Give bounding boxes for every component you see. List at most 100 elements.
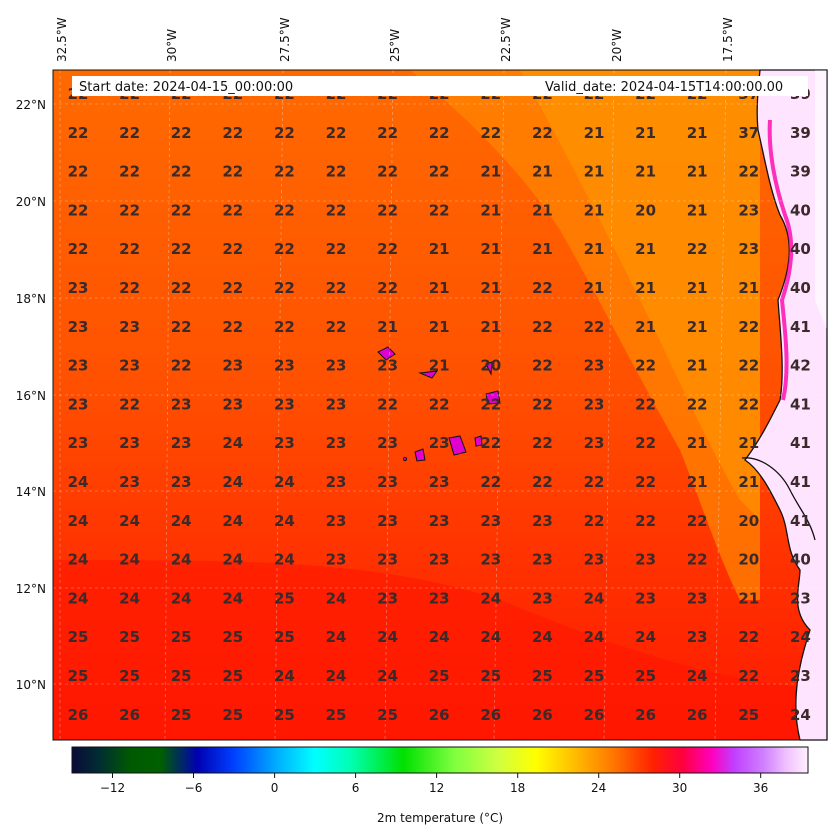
- grid-value: 22: [171, 124, 192, 142]
- grid-value: 21: [738, 279, 759, 297]
- grid-value: 23: [635, 551, 656, 569]
- grid-value: 22: [326, 124, 347, 142]
- grid-value: 22: [377, 279, 398, 297]
- grid-value: 21: [635, 124, 656, 142]
- grid-value: 24: [68, 473, 89, 491]
- lat-label: 22°N: [16, 98, 46, 112]
- colorbar-title: 2m temperature (°C): [377, 811, 503, 825]
- grid-value: 23: [790, 667, 811, 685]
- grid-value: 21: [480, 163, 501, 181]
- grid-value: 23: [222, 395, 243, 413]
- grid-value: 21: [429, 279, 450, 297]
- grid-value: 23: [429, 551, 450, 569]
- grid-value: 23: [429, 512, 450, 530]
- grid-value: 22: [429, 163, 450, 181]
- grid-value: 22: [119, 124, 140, 142]
- grid-value: 22: [635, 357, 656, 375]
- grid-value: 22: [532, 395, 553, 413]
- grid-value: 22: [532, 318, 553, 336]
- grid-value: 24: [222, 434, 243, 452]
- grid-value: 21: [635, 318, 656, 336]
- lat-label: 14°N: [16, 485, 46, 499]
- colorbar-tick-label: −6: [185, 781, 203, 795]
- grid-value: 21: [687, 163, 708, 181]
- grid-value: 22: [171, 279, 192, 297]
- grid-value: 22: [274, 124, 295, 142]
- colorbar-tick-label: 18: [510, 781, 525, 795]
- grid-value: 21: [532, 201, 553, 219]
- grid-value: 22: [532, 473, 553, 491]
- lon-label: 27.5°W: [278, 17, 292, 62]
- grid-value: 40: [790, 201, 811, 219]
- grid-value: 25: [377, 706, 398, 724]
- grid-value: 26: [119, 706, 140, 724]
- longitude-labels: 32.5°W 30°W 27.5°W 25°W 22.5°W 20°W 17.5…: [55, 17, 735, 62]
- grid-value: 24: [584, 628, 605, 646]
- grid-value: 22: [274, 201, 295, 219]
- colorbar-tick-label: 30: [672, 781, 687, 795]
- lon-label: 17.5°W: [721, 17, 735, 62]
- grid-value: 24: [119, 512, 140, 530]
- warm-southern-band: [53, 560, 827, 740]
- latitude-labels: 22°N 20°N 18°N 16°N 14°N 12°N 10°N: [16, 98, 46, 692]
- grid-value: 24: [326, 589, 347, 607]
- grid-value: 23: [222, 357, 243, 375]
- grid-value: 21: [584, 279, 605, 297]
- grid-value: 23: [119, 473, 140, 491]
- grid-value: 41: [790, 434, 811, 452]
- lon-label: 32.5°W: [55, 17, 69, 62]
- grid-value: 41: [790, 395, 811, 413]
- grid-value: 25: [480, 667, 501, 685]
- grid-value: 25: [532, 667, 553, 685]
- grid-value: 24: [274, 473, 295, 491]
- lat-label: 20°N: [16, 195, 46, 209]
- grid-value: 24: [790, 628, 811, 646]
- grid-value: 21: [687, 201, 708, 219]
- grid-value: 25: [738, 706, 759, 724]
- grid-value: 21: [635, 279, 656, 297]
- grid-value: 22: [377, 240, 398, 258]
- colorbar-tick-label: 12: [429, 781, 444, 795]
- colorbar-tick-label: 36: [753, 781, 768, 795]
- grid-value: 37: [738, 124, 759, 142]
- map-frame: [52, 69, 828, 741]
- grid-value: 22: [738, 628, 759, 646]
- grid-value: 22: [171, 357, 192, 375]
- grid-value: 23: [738, 240, 759, 258]
- grid-value: 23: [532, 589, 553, 607]
- grid-value: 22: [532, 279, 553, 297]
- lat-label: 18°N: [16, 292, 46, 306]
- grid-value: 24: [119, 589, 140, 607]
- grid-value: 23: [532, 512, 553, 530]
- grid-value: 22: [171, 163, 192, 181]
- west-africa-coastline: [741, 457, 816, 541]
- grid-value: 21: [480, 318, 501, 336]
- grid-value: 21: [738, 434, 759, 452]
- grid-value: 21: [635, 163, 656, 181]
- lat-label: 12°N: [16, 582, 46, 596]
- grid-value: 22: [119, 240, 140, 258]
- grid-value: 23: [532, 551, 553, 569]
- lat-label: 10°N: [16, 678, 46, 692]
- lon-label: 20°W: [610, 29, 624, 62]
- grid-value: 21: [584, 163, 605, 181]
- grid-value: 26: [687, 706, 708, 724]
- grid-value: 24: [222, 512, 243, 530]
- grid-value: 25: [222, 628, 243, 646]
- grid-value: 22: [532, 357, 553, 375]
- grid-value: 22: [687, 551, 708, 569]
- grid-value: 25: [274, 589, 295, 607]
- grid-value: 20: [738, 512, 759, 530]
- grid-value: 24: [687, 667, 708, 685]
- grid-value: 22: [274, 163, 295, 181]
- grid-value: 24: [68, 512, 89, 530]
- lon-label: 22.5°W: [499, 17, 513, 62]
- grid-value: 25: [68, 667, 89, 685]
- header-box: [72, 76, 808, 96]
- grid-value: 24: [480, 628, 501, 646]
- grid-value: 40: [790, 551, 811, 569]
- grid-value: 22: [274, 279, 295, 297]
- grid-value: 22: [635, 512, 656, 530]
- grid-value: 21: [480, 279, 501, 297]
- grid-value: 22: [68, 124, 89, 142]
